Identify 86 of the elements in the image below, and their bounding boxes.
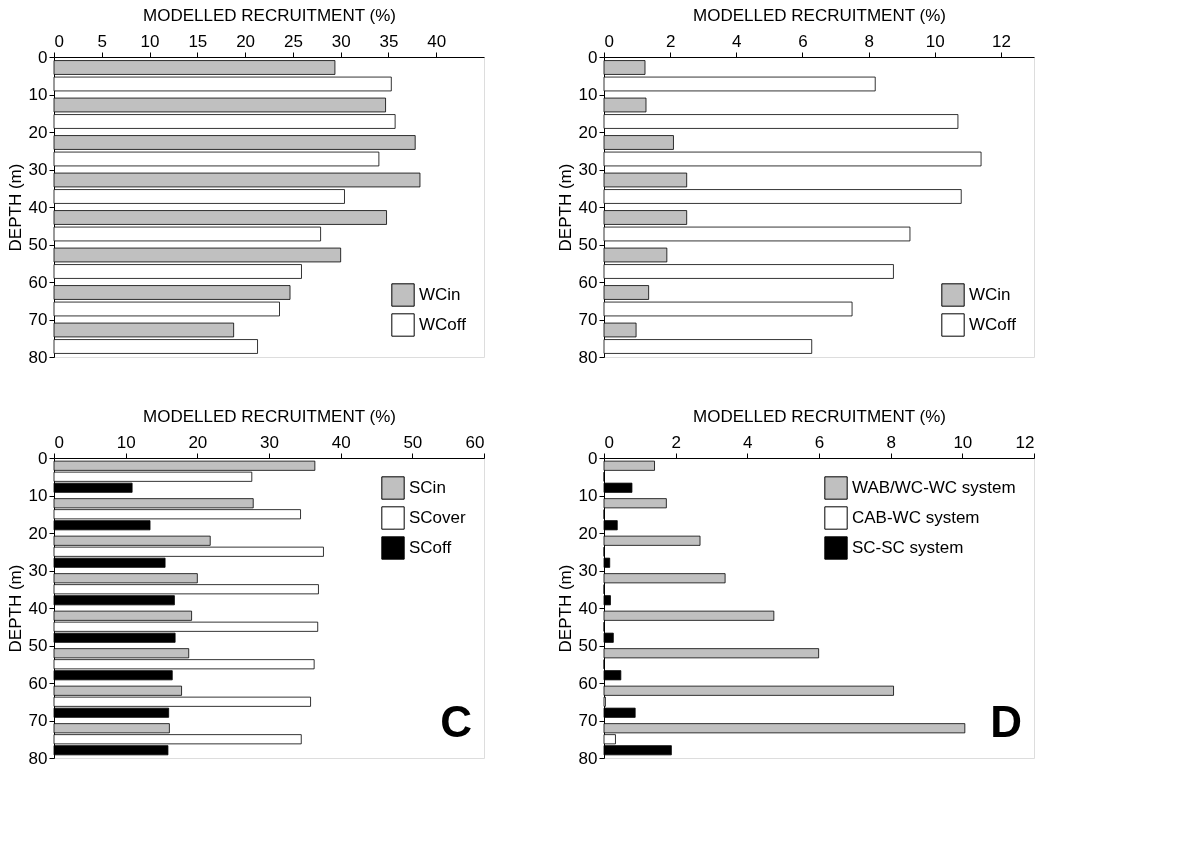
legend-label: WCin <box>969 285 1011 304</box>
y-tick-label: 70 <box>28 711 48 730</box>
y-tick-label: 0 <box>38 448 48 468</box>
x-tick-label: 30 <box>260 432 279 452</box>
y-tick-label: 80 <box>28 347 48 367</box>
y-tick-label: 50 <box>578 636 598 655</box>
y-tick-label: 60 <box>578 673 598 693</box>
x-tick-label: 8 <box>886 432 896 452</box>
x-tick-label: 30 <box>331 31 351 51</box>
x-tick-label: 0 <box>54 432 64 452</box>
y-tick-label: 20 <box>578 122 598 142</box>
x-tick-label: 20 <box>236 31 256 51</box>
x-tick-label: 8 <box>864 31 874 51</box>
x-tick-label: 4 <box>743 432 753 452</box>
y-tick-label: 20 <box>578 523 598 543</box>
legend-label: SCoff <box>409 538 452 557</box>
legend-label: WCin <box>419 285 461 304</box>
x-axis-title: MODELLED RECRUITMENT (%) <box>693 5 946 25</box>
x-tick-label: 10 <box>116 432 136 452</box>
y-tick-label: 40 <box>28 598 48 618</box>
x-axis-title: MODELLED RECRUITMENT (%) <box>143 406 396 426</box>
y-tick-label: 0 <box>588 47 598 67</box>
y-tick-label: 20 <box>28 122 48 142</box>
x-tick-label: 12 <box>991 31 1011 51</box>
y-tick-label: 80 <box>578 347 598 367</box>
y-tick-label: 30 <box>578 160 598 179</box>
legend-label: WCoff <box>419 315 467 334</box>
y-tick-label: 0 <box>38 47 48 67</box>
x-axis-title: MODELLED RECRUITMENT (%) <box>693 406 946 426</box>
x-tick-label: 20 <box>188 432 208 452</box>
y-tick-label: 70 <box>578 310 598 329</box>
y-tick-label: 60 <box>28 272 48 292</box>
y-axis-title: DEPTH (m) <box>5 564 25 653</box>
y-tick-label: 70 <box>28 310 48 329</box>
legend-label: SCin <box>409 478 446 497</box>
x-tick-label: 6 <box>814 432 825 452</box>
legend-label: CAB-WC system <box>852 508 980 527</box>
y-tick-label: 0 <box>588 448 598 468</box>
y-tick-label: 40 <box>578 598 598 618</box>
y-axis-title: DEPTH (m) <box>5 163 25 252</box>
y-tick-label: 30 <box>28 561 48 580</box>
x-tick-label: 10 <box>140 31 160 51</box>
annotation: C <box>440 697 472 746</box>
y-tick-label: 50 <box>28 235 48 254</box>
x-axis-title: MODELLED RECRUITMENT (%) <box>143 5 396 25</box>
y-axis-title: DEPTH (m) <box>555 163 575 252</box>
y-tick-label: 60 <box>578 272 598 292</box>
y-tick-label: 60 <box>28 673 48 693</box>
x-tick-label: 2 <box>665 31 676 51</box>
y-tick-label: 10 <box>578 85 598 104</box>
x-tick-label: 15 <box>188 31 208 51</box>
x-tick-label: 10 <box>925 31 945 51</box>
y-tick-label: 10 <box>28 85 48 104</box>
x-tick-label: 0 <box>604 432 614 452</box>
x-tick-label: 2 <box>671 432 681 452</box>
y-axis-title: DEPTH (m) <box>555 564 575 653</box>
y-tick-label: 30 <box>578 561 598 580</box>
y-tick-label: 50 <box>578 235 598 254</box>
y-tick-label: 20 <box>28 523 48 543</box>
y-tick-label: 70 <box>578 711 598 730</box>
x-tick-label: 12 <box>1015 432 1035 452</box>
annotation: D <box>990 697 1022 746</box>
x-tick-label: 60 <box>465 432 485 452</box>
y-tick-label: 50 <box>28 636 48 655</box>
x-tick-label: 0 <box>604 31 614 51</box>
y-tick-label: 40 <box>28 197 48 217</box>
x-tick-label: 0 <box>54 31 64 51</box>
legend-label: SC-SC system <box>852 538 964 557</box>
legend-label: WCoff <box>969 315 1017 334</box>
x-tick-label: 4 <box>732 31 742 51</box>
y-tick-label: 10 <box>578 486 598 505</box>
x-tick-label: 50 <box>403 432 423 452</box>
y-tick-label: 10 <box>28 486 48 505</box>
x-tick-label: 40 <box>331 432 351 452</box>
x-tick-label: 10 <box>953 432 973 452</box>
x-tick-label: 6 <box>798 31 808 51</box>
y-tick-label: 80 <box>578 748 598 768</box>
x-tick-label: 25 <box>283 31 303 51</box>
x-tick-label: 40 <box>427 31 447 51</box>
legend-label: SCover <box>409 508 467 527</box>
legend-label: WAB/WC-WC system <box>852 478 1016 497</box>
y-tick-label: 80 <box>28 748 48 768</box>
y-tick-label: 30 <box>28 160 48 179</box>
y-tick-label: 40 <box>578 197 598 217</box>
x-tick-label: 5 <box>97 31 108 51</box>
x-tick-label: 35 <box>379 31 399 51</box>
